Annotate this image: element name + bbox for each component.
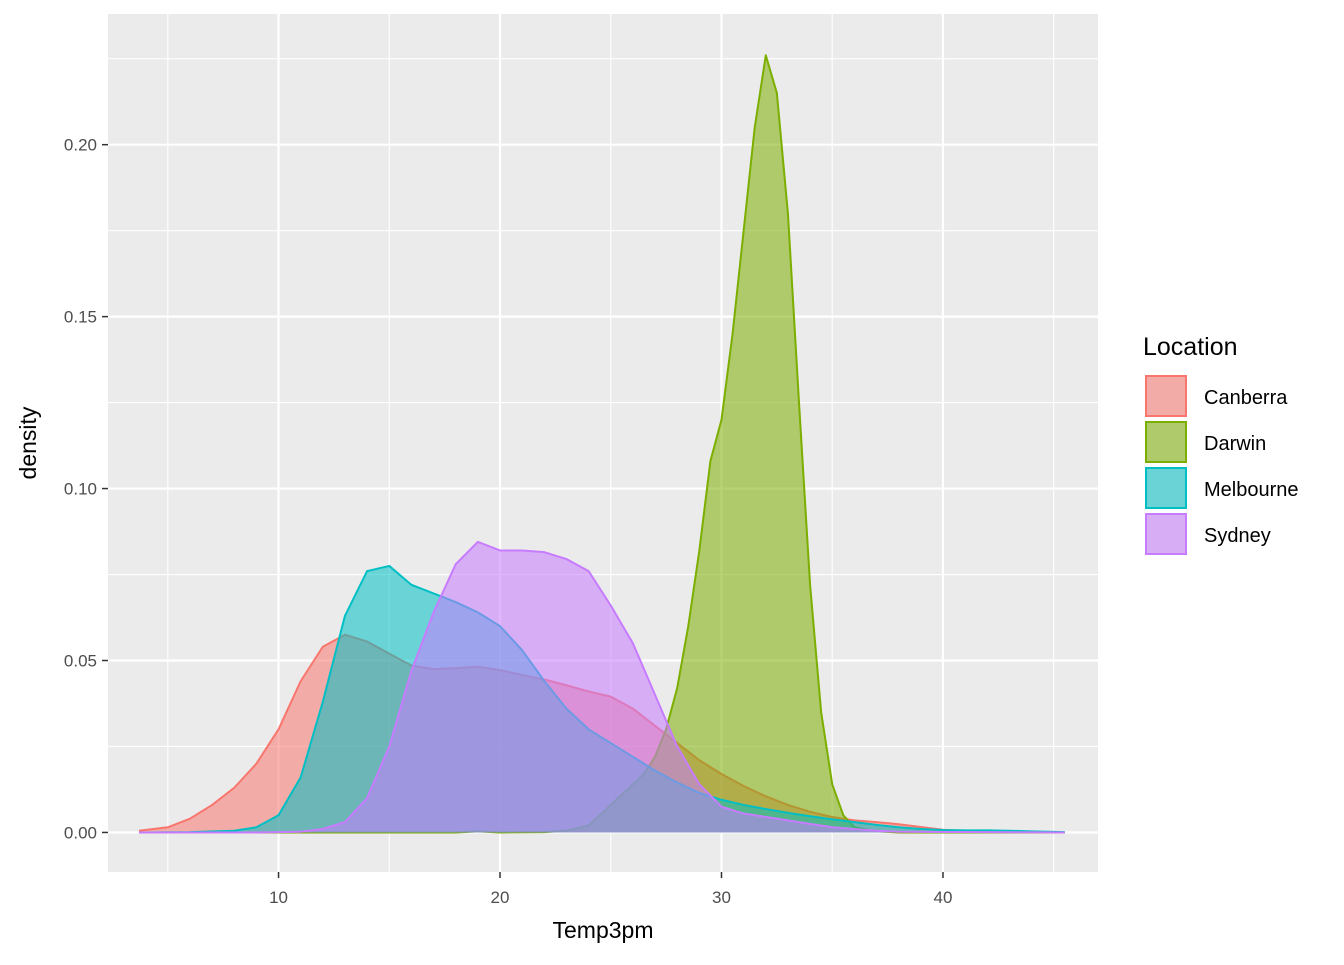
legend-swatch-melbourne (1145, 467, 1187, 509)
y-tick-label: 0.20 (64, 136, 97, 155)
legend-label-darwin: Darwin (1204, 433, 1266, 455)
legend-swatch-sydney (1145, 513, 1187, 555)
density-areas (138, 54, 1065, 834)
y-axis-title: density (15, 406, 41, 479)
legend-item-canberra: Canberra (1145, 375, 1288, 417)
legend: Location Canberra Darwin Melbourne Sydney (1143, 333, 1299, 555)
x-tick-label: 10 (269, 888, 288, 907)
x-axis-title: Temp3pm (553, 917, 654, 943)
y-tick-label: 0.10 (64, 480, 97, 499)
density-line-sydney (139, 540, 1065, 834)
x-tick-label: 20 (491, 888, 510, 907)
legend-item-melbourne: Melbourne (1145, 467, 1299, 509)
density-area-melbourne (139, 565, 1065, 833)
y-tick-label: 0.00 (64, 823, 97, 842)
legend-title: Location (1143, 333, 1238, 361)
legend-items: Canberra Darwin Melbourne Sydney (1145, 375, 1299, 555)
legend-label-melbourne: Melbourne (1204, 479, 1299, 501)
x-tick-label: 40 (934, 888, 953, 907)
y-tick-label: 0.05 (64, 652, 97, 671)
y-axis: 0.00 0.05 0.10 0.15 0.20 (64, 136, 108, 842)
legend-item-sydney: Sydney (1145, 513, 1271, 555)
x-tick-label: 30 (712, 888, 731, 907)
density-area-sydney (139, 541, 1065, 833)
legend-item-darwin: Darwin (1145, 421, 1266, 463)
legend-swatch-canberra (1145, 375, 1187, 417)
legend-swatch-darwin (1145, 421, 1187, 463)
legend-label-sydney: Sydney (1204, 525, 1271, 547)
x-axis: 10 20 30 40 (269, 872, 952, 907)
legend-label-canberra: Canberra (1204, 387, 1288, 409)
y-tick-label: 0.15 (64, 308, 97, 327)
